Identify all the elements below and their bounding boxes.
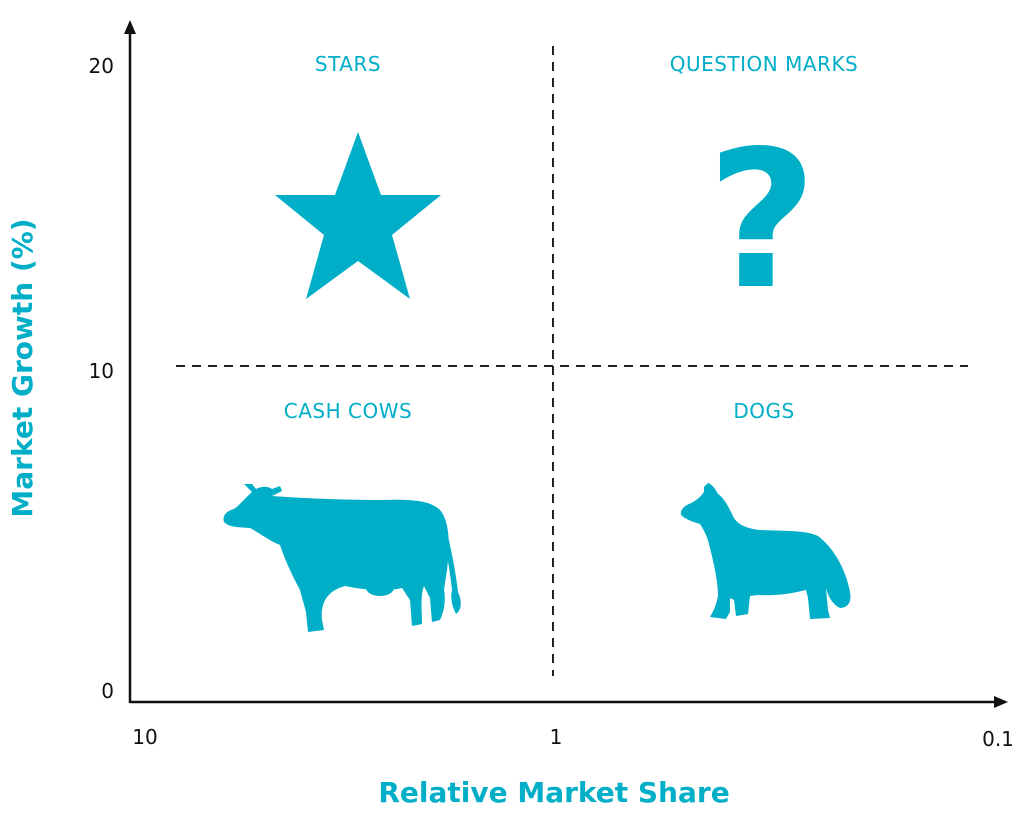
quadrant-dividers [176, 46, 968, 676]
quadrant-label-question-marks: QUESTION MARKS [670, 52, 859, 76]
y-tick-20: 20 [89, 54, 114, 78]
y-axis-arrowhead [124, 20, 136, 34]
quadrant-label-cash-cows: CASH COWS [284, 399, 412, 423]
x-axis-title: Relative Market Share [378, 776, 729, 809]
x-tick-10: 10 [132, 725, 157, 749]
y-tick-labels: 20 10 0 [89, 54, 114, 703]
y-axis-title: Market Growth (%) [6, 218, 39, 517]
quadrant-label-stars: STARS [315, 52, 381, 76]
x-tick-labels: 10 1 0.1 [132, 725, 1014, 751]
cow-icon [223, 484, 461, 632]
x-axis-arrowhead [994, 696, 1008, 708]
star-icon [275, 132, 441, 299]
quadrant-label-dogs: DOGS [733, 399, 794, 423]
y-tick-0: 0 [101, 679, 114, 703]
axes [124, 20, 1008, 708]
dog-icon [680, 483, 851, 619]
x-tick-0-1: 0.1 [982, 727, 1014, 751]
x-tick-1: 1 [550, 725, 563, 749]
question-mark-icon: ? [707, 110, 817, 331]
y-tick-10: 10 [89, 359, 114, 383]
